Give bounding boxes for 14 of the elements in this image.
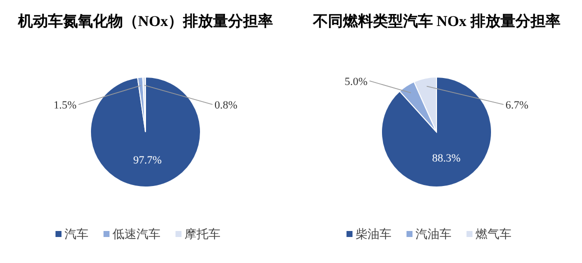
legend-label: 柴油车: [356, 227, 392, 241]
data-label: 1.5%: [54, 100, 76, 112]
legend-label: 汽油车: [416, 227, 452, 241]
data-label: 0.8%: [214, 100, 238, 112]
legend-label: 燃气车: [476, 227, 512, 241]
data-label: 6.7%: [506, 100, 528, 112]
legend-label: 低速汽车: [112, 227, 160, 241]
chart-title: 不同燃料类型汽车 NOx 排放量分担率: [312, 12, 560, 30]
legend-label: 摩托车: [184, 227, 220, 241]
legend-label: 汽车: [64, 227, 88, 241]
chart-title: 机动车氮氧化物（NOx）排放量分担率: [17, 12, 273, 30]
data-label: 88.3%: [432, 152, 461, 165]
data-label: 97.7%: [133, 154, 162, 166]
data-label: 5.0%: [344, 76, 368, 88]
